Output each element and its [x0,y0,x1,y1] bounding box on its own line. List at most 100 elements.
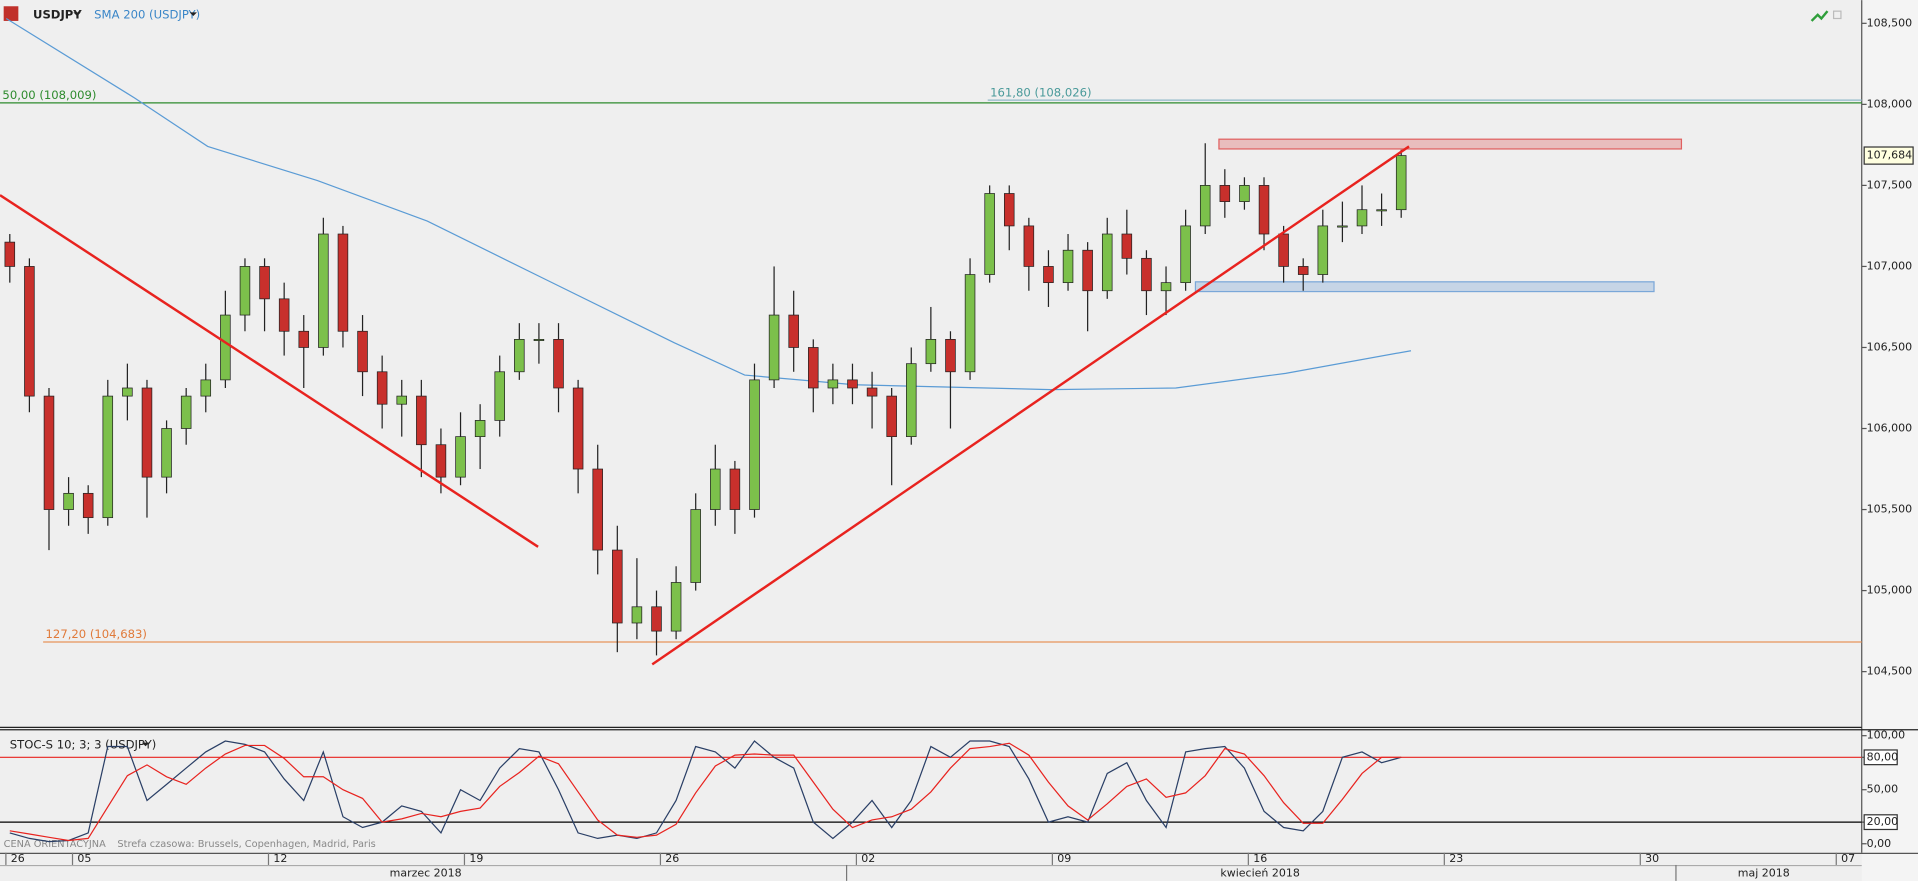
candle-body [1199,185,1211,227]
candle-body [768,314,780,381]
window-button[interactable] [1832,10,1842,20]
indicator-label[interactable]: SMA 200 (USDJPY) [94,7,200,21]
candle-body [220,314,231,381]
x-tick-label: 07 [1841,852,1855,865]
candle-body [24,266,35,397]
footer-note: CENA ORIENTACYJNA [4,839,106,850]
month-label: kwiecień 2018 [1220,867,1300,880]
candle-body [278,298,290,332]
candle-body [239,266,251,316]
candle-body [141,387,153,478]
candle-body [1395,155,1407,211]
candle-body [1121,233,1133,259]
candle-body [357,330,368,373]
symbol-icon[interactable] [3,6,19,21]
candle-body [572,387,584,470]
y-tick-label: 108,500 [1867,16,1912,29]
candle-body [906,363,917,437]
candle-body [749,379,760,510]
x-tick-label: 26 [665,852,679,865]
candle-body [1356,209,1368,227]
candle-body [259,266,270,300]
candle-body [631,606,643,624]
trendline [0,194,539,548]
y-tick-label: 104,500 [1867,665,1912,678]
candle-body [1278,233,1289,267]
month-label: maj 2018 [1738,867,1790,880]
fib-label: 50,00 (108,009) [2,88,96,102]
sma-line [5,17,1412,391]
trendline [651,145,1410,666]
candle-body [161,428,172,478]
x-tick-label: 26 [11,852,25,865]
candle-body [866,387,878,397]
candle-body [612,549,623,624]
y-tick-label: 50,00 [1867,783,1899,796]
candle-body [455,436,466,478]
x-tick-label: 30 [1645,852,1659,865]
fib-label: 161,80 (108,026) [990,85,1091,99]
candle-body [670,582,682,632]
candle-body [592,468,603,551]
candle-body [827,379,839,389]
timezone-note: Strefa czasowa: Brussels, Copenhagen, Ma… [117,839,375,850]
candle-body [1180,225,1191,284]
y-tick-label: 107,500 [1867,178,1912,191]
candle-body [651,606,662,632]
candle-body [1258,185,1270,235]
candle-body [298,330,310,348]
x-tick-label: 23 [1449,852,1463,865]
candle-body [729,468,741,510]
candle-body [514,339,525,373]
candle-body [1003,193,1015,227]
dropdown-arrow[interactable] [141,742,150,747]
candle-body [1023,225,1035,267]
trend-icon[interactable] [1810,10,1829,22]
candle-body [318,233,329,348]
dropdown-arrow[interactable] [189,12,197,17]
candle-body [416,395,427,446]
y-tick-label: 80,00 [1867,750,1899,763]
candle-body [4,241,16,267]
candle-body [1337,225,1348,228]
candle-body [82,492,94,519]
y-tick-label: 100,00 [1867,729,1906,742]
stoch-line [9,740,1402,843]
candle-body [1141,257,1152,292]
price-axis-bg [1861,0,1918,881]
candle-body [1062,249,1074,284]
y-tick-label: 107,000 [1867,259,1912,272]
candle-body [1160,282,1172,292]
candle-body [1376,209,1387,212]
candle-body [533,339,545,341]
tick-box [1863,814,1898,831]
candle-body [122,387,133,397]
y-tick-label: 0,00 [1867,837,1892,850]
candle-body [1239,185,1250,202]
y-tick-label: 105,000 [1867,584,1912,597]
x-tick-label: 09 [1057,852,1071,865]
candle-body [1297,266,1309,275]
candle-body [808,347,819,389]
tick-box [1863,749,1898,766]
last-price-label: 107,684 [1867,149,1912,162]
candle-body [984,193,995,275]
candle-body [63,492,74,510]
symbol-label[interactable]: USDJPY [33,7,82,21]
zone [1218,138,1683,150]
dropdown-arrow[interactable] [73,12,81,17]
candle-body [710,468,721,510]
candle-body [945,339,956,373]
month-label: marzec 2018 [390,867,462,880]
y-tick-label: 108,000 [1867,97,1912,110]
candle-body [494,371,505,421]
x-tick-label: 16 [1253,852,1267,865]
candle-body [886,395,897,437]
stoch-line [9,742,1402,842]
indicator-title[interactable]: STOC-S 10; 3; 3 (USDJPY) [10,738,157,752]
candle-body [847,379,858,389]
y-tick-label: 106,500 [1867,340,1912,353]
candle-body [1043,266,1054,284]
